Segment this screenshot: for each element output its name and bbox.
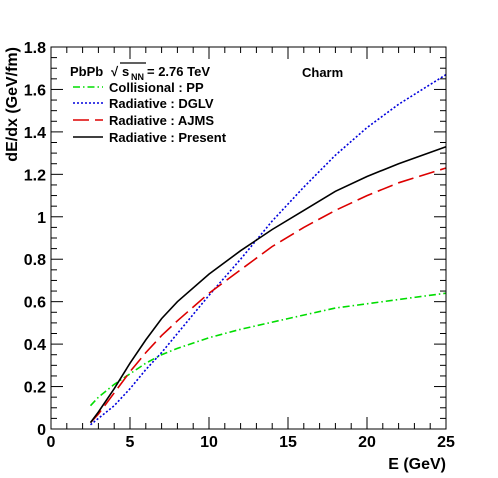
annotation-system: PbPb — [70, 64, 103, 79]
legend-label-4: Radiative : Present — [109, 130, 227, 145]
series-line-1 — [89, 292, 447, 407]
series-line-4 — [89, 145, 447, 424]
legend-label-1: Collisional : PP — [109, 80, 204, 95]
y-axis-title: dE/dx (GeV/fm) — [4, 47, 21, 162]
x-tick-label: 25 — [437, 434, 455, 451]
y-tick-label: 0.6 — [24, 295, 46, 312]
x-axis-title: E (GeV) — [388, 456, 446, 473]
y-tick-label: 1.6 — [24, 82, 46, 99]
x-tick-label: 15 — [279, 434, 297, 451]
y-tick-label: 0.2 — [24, 380, 46, 397]
annotation-flavour: Charm — [302, 65, 343, 80]
annotation-sqrt-symbol: √ — [111, 64, 119, 79]
y-tick-label: 0.8 — [24, 252, 46, 269]
y-tick-label: 1.8 — [24, 40, 46, 57]
legend-label-2: Radiative : DGLV — [109, 96, 214, 111]
y-tick-label: 1.2 — [24, 167, 46, 184]
x-tick-label: 5 — [126, 434, 135, 451]
y-tick-label: 0 — [37, 422, 46, 439]
y-tick-label: 1 — [37, 210, 46, 227]
series-layer — [89, 73, 447, 426]
x-tick-label: 0 — [47, 434, 56, 451]
annotation-energy-var: s — [122, 64, 129, 79]
series-line-2 — [89, 73, 447, 426]
tick-labels: 0 5 10 15 20 25 0 0.2 0.4 0.6 0.8 1 1.2 1.4 1.6 1.8 — [24, 40, 455, 451]
y-tick-label: 1.4 — [24, 125, 46, 142]
x-tick-label: 10 — [200, 434, 218, 451]
annotation-energy-value: = 2.76 TeV — [147, 64, 210, 79]
x-tick-label: 20 — [358, 434, 376, 451]
y-tick-label: 0.4 — [24, 337, 46, 354]
annotation-energy-sub: NN — [131, 72, 144, 82]
legend-label-3: Radiative : AJMS — [109, 113, 214, 128]
axes-layer — [50, 46, 447, 430]
series-line-3 — [89, 167, 447, 424]
